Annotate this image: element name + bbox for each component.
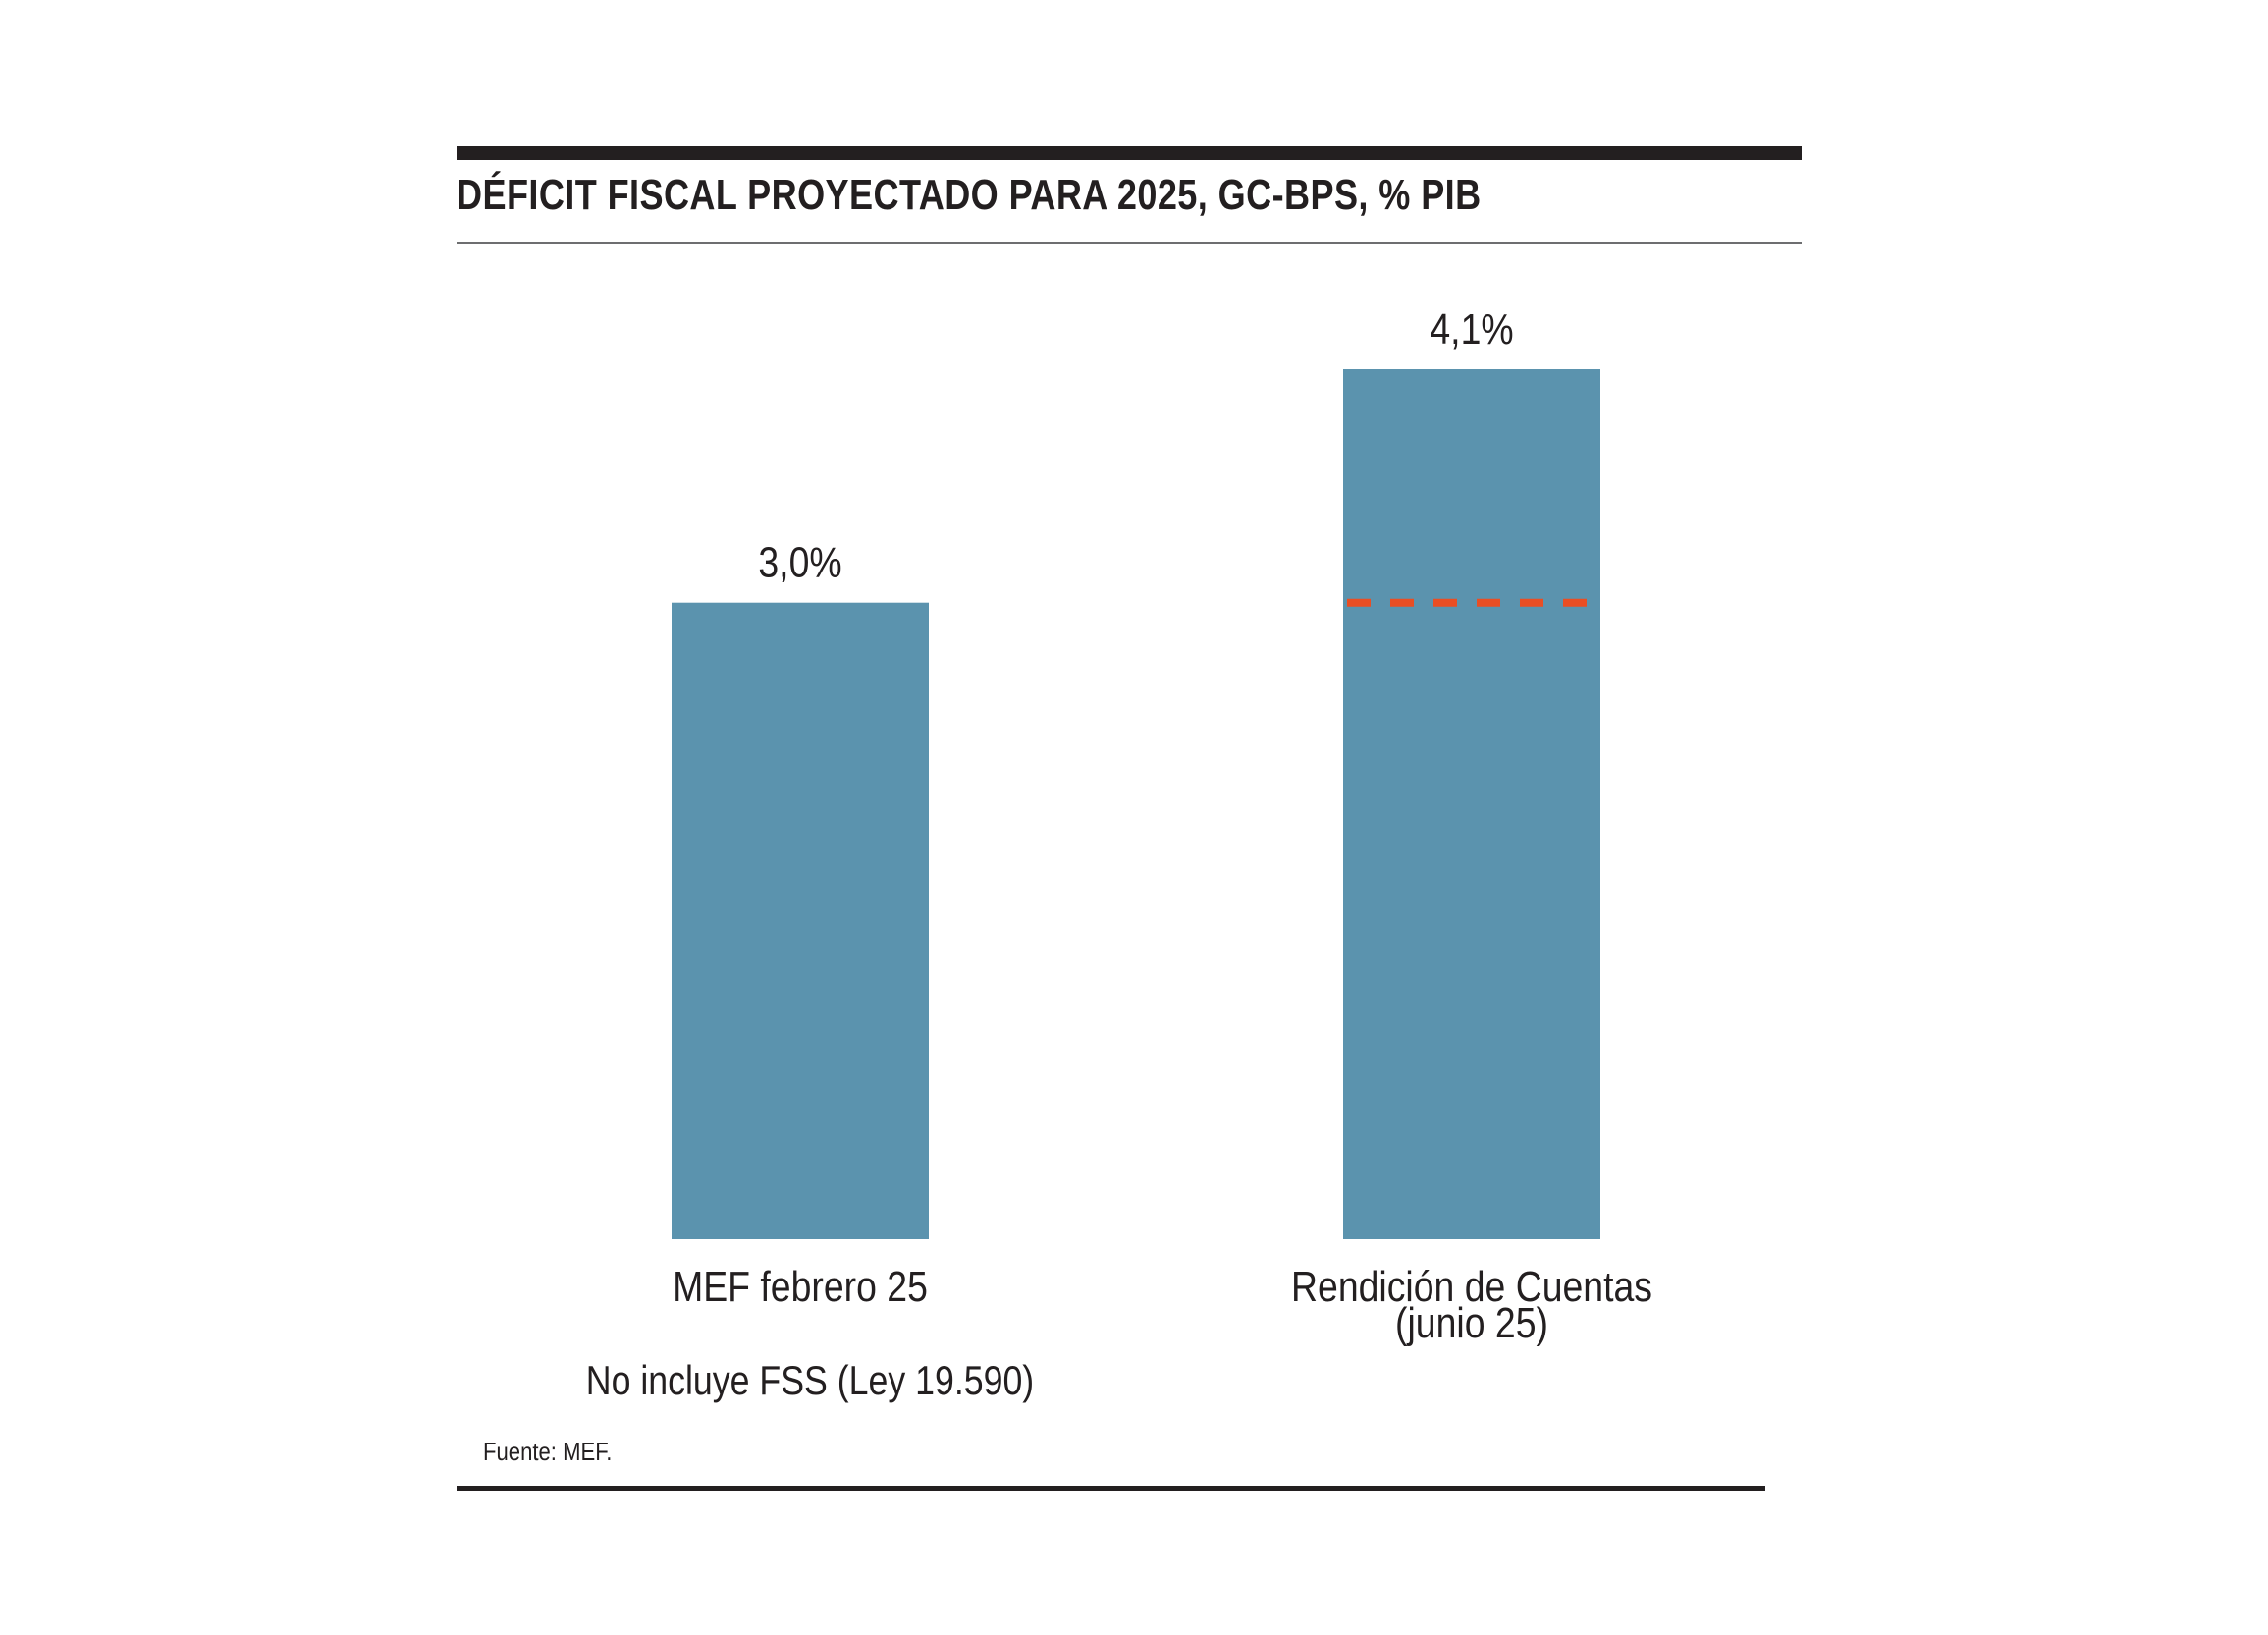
data-label-2: 4,1% xyxy=(1430,304,1513,354)
top-rule xyxy=(457,146,1802,160)
title-divider xyxy=(457,242,1802,244)
bar-1 xyxy=(672,602,929,1239)
footnote: No incluye FSS (Ley 19.590) xyxy=(585,1357,1035,1403)
category-label-2-line-2: (junio 25) xyxy=(1395,1298,1548,1347)
data-label-1: 3,0% xyxy=(758,538,841,587)
category-label-1-line-1: MEF febrero 25 xyxy=(673,1262,928,1311)
chart-title: DÉFICIT FISCAL PROYECTADO PARA 2025, GC-… xyxy=(457,171,1482,219)
bottom-rule xyxy=(457,1486,1765,1491)
category-label-2-line-1: Rendición de Cuentas xyxy=(1291,1262,1652,1311)
bar-2 xyxy=(1343,369,1600,1239)
source-note: Fuente: MEF. xyxy=(483,1437,613,1466)
